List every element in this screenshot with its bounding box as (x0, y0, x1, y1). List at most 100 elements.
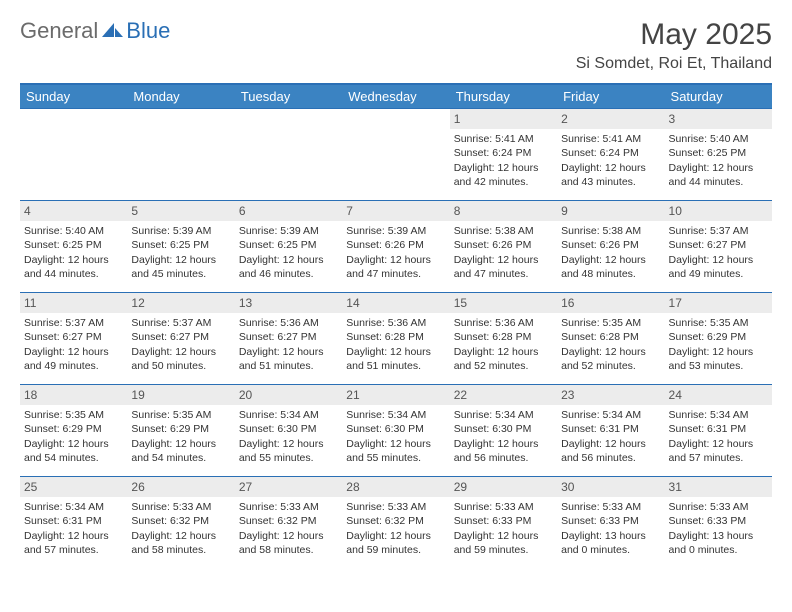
sunset-line: Sunset: 6:32 PM (346, 514, 445, 528)
daylight-line: Daylight: 12 hours and 58 minutes. (239, 529, 338, 557)
daylight-line: Daylight: 12 hours and 48 minutes. (561, 253, 660, 281)
daylight-line: Daylight: 12 hours and 56 minutes. (454, 437, 553, 465)
sunset-line: Sunset: 6:25 PM (131, 238, 230, 252)
daylight-line: Daylight: 12 hours and 58 minutes. (131, 529, 230, 557)
calendar-cell: 15Sunrise: 5:36 AMSunset: 6:28 PMDayligh… (450, 293, 557, 385)
sunset-line: Sunset: 6:27 PM (239, 330, 338, 344)
weekday-header: Thursday (450, 84, 557, 109)
daylight-line: Daylight: 12 hours and 51 minutes. (239, 345, 338, 373)
calendar-cell: 29Sunrise: 5:33 AMSunset: 6:33 PMDayligh… (450, 477, 557, 569)
daylight-line: Daylight: 12 hours and 47 minutes. (346, 253, 445, 281)
day-number: 4 (20, 201, 127, 221)
calendar-cell (235, 109, 342, 201)
sunrise-line: Sunrise: 5:35 AM (561, 316, 660, 330)
day-number: 18 (20, 385, 127, 405)
day-number: 6 (235, 201, 342, 221)
sunrise-line: Sunrise: 5:37 AM (669, 224, 768, 238)
daylight-line: Daylight: 12 hours and 46 minutes. (239, 253, 338, 281)
daylight-line: Daylight: 12 hours and 57 minutes. (669, 437, 768, 465)
day-number: 12 (127, 293, 234, 313)
calendar-cell: 2Sunrise: 5:41 AMSunset: 6:24 PMDaylight… (557, 109, 664, 201)
daylight-line: Daylight: 12 hours and 44 minutes. (24, 253, 123, 281)
sunset-line: Sunset: 6:28 PM (454, 330, 553, 344)
daylight-line: Daylight: 12 hours and 54 minutes. (131, 437, 230, 465)
sunrise-line: Sunrise: 5:33 AM (239, 500, 338, 514)
calendar-cell: 8Sunrise: 5:38 AMSunset: 6:26 PMDaylight… (450, 201, 557, 293)
day-number: 31 (665, 477, 772, 497)
calendar-row: 25Sunrise: 5:34 AMSunset: 6:31 PMDayligh… (20, 477, 772, 569)
sunset-line: Sunset: 6:33 PM (561, 514, 660, 528)
calendar-cell: 20Sunrise: 5:34 AMSunset: 6:30 PMDayligh… (235, 385, 342, 477)
sunset-line: Sunset: 6:25 PM (24, 238, 123, 252)
day-number: 5 (127, 201, 234, 221)
sunrise-line: Sunrise: 5:36 AM (454, 316, 553, 330)
sunset-line: Sunset: 6:30 PM (239, 422, 338, 436)
calendar-cell (127, 109, 234, 201)
calendar-cell: 17Sunrise: 5:35 AMSunset: 6:29 PMDayligh… (665, 293, 772, 385)
day-number: 23 (557, 385, 664, 405)
day-number: 24 (665, 385, 772, 405)
sunrise-line: Sunrise: 5:39 AM (239, 224, 338, 238)
daylight-line: Daylight: 12 hours and 52 minutes. (561, 345, 660, 373)
daylight-line: Daylight: 12 hours and 44 minutes. (669, 161, 768, 189)
day-number: 17 (665, 293, 772, 313)
weekday-row: SundayMondayTuesdayWednesdayThursdayFrid… (20, 84, 772, 109)
daylight-line: Daylight: 12 hours and 42 minutes. (454, 161, 553, 189)
sunset-line: Sunset: 6:24 PM (561, 146, 660, 160)
sunset-line: Sunset: 6:30 PM (454, 422, 553, 436)
sunrise-line: Sunrise: 5:34 AM (561, 408, 660, 422)
sunset-line: Sunset: 6:32 PM (239, 514, 338, 528)
daylight-line: Daylight: 12 hours and 55 minutes. (346, 437, 445, 465)
sunrise-line: Sunrise: 5:40 AM (24, 224, 123, 238)
sunrise-line: Sunrise: 5:34 AM (239, 408, 338, 422)
weekday-header: Tuesday (235, 84, 342, 109)
month-title: May 2025 (576, 18, 772, 51)
sunset-line: Sunset: 6:29 PM (131, 422, 230, 436)
daylight-line: Daylight: 12 hours and 50 minutes. (131, 345, 230, 373)
sunset-line: Sunset: 6:24 PM (454, 146, 553, 160)
calendar-cell: 19Sunrise: 5:35 AMSunset: 6:29 PMDayligh… (127, 385, 234, 477)
daylight-line: Daylight: 12 hours and 47 minutes. (454, 253, 553, 281)
sunset-line: Sunset: 6:26 PM (454, 238, 553, 252)
sunset-line: Sunset: 6:27 PM (24, 330, 123, 344)
sunrise-line: Sunrise: 5:41 AM (561, 132, 660, 146)
title-block: May 2025 Si Somdet, Roi Et, Thailand (576, 18, 772, 73)
sunrise-line: Sunrise: 5:38 AM (454, 224, 553, 238)
daylight-line: Daylight: 12 hours and 56 minutes. (561, 437, 660, 465)
day-number: 9 (557, 201, 664, 221)
calendar-cell: 4 Sunrise: 5:40 AMSunset: 6:25 PMDaylight… (20, 201, 127, 293)
sunrise-line: Sunrise: 5:35 AM (669, 316, 768, 330)
daylight-line: Daylight: 12 hours and 43 minutes. (561, 161, 660, 189)
daylight-line: Daylight: 12 hours and 52 minutes. (454, 345, 553, 373)
header: General Blue May 2025 Si Somdet, Roi Et,… (20, 18, 772, 73)
calendar-row: 18Sunrise: 5:35 AMSunset: 6:29 PMDayligh… (20, 385, 772, 477)
sunrise-line: Sunrise: 5:37 AM (24, 316, 123, 330)
calendar-cell: 18Sunrise: 5:35 AMSunset: 6:29 PMDayligh… (20, 385, 127, 477)
weekday-header: Wednesday (342, 84, 449, 109)
weekday-header: Saturday (665, 84, 772, 109)
weekday-header: Friday (557, 84, 664, 109)
calendar-table: SundayMondayTuesdayWednesdayThursdayFrid… (20, 83, 772, 569)
day-number: 26 (127, 477, 234, 497)
calendar-cell: 21Sunrise: 5:34 AMSunset: 6:30 PMDayligh… (342, 385, 449, 477)
calendar-row: 4Sunrise: 5:40 AMSunset: 6:25 PMDaylight… (20, 201, 772, 293)
sunset-line: Sunset: 6:33 PM (669, 514, 768, 528)
daylight-line: Daylight: 12 hours and 49 minutes. (669, 253, 768, 281)
calendar-cell: 16Sunrise: 5:35 AMSunset: 6:28 PMDayligh… (557, 293, 664, 385)
day-number: 11 (20, 293, 127, 313)
sunrise-line: Sunrise: 5:41 AM (454, 132, 553, 146)
sunrise-line: Sunrise: 5:34 AM (454, 408, 553, 422)
calendar-cell: 27Sunrise: 5:33 AMSunset: 6:32 PMDayligh… (235, 477, 342, 569)
sunrise-line: Sunrise: 5:39 AM (131, 224, 230, 238)
day-number: 21 (342, 385, 449, 405)
sunset-line: Sunset: 6:27 PM (131, 330, 230, 344)
logo-text-general: General (20, 18, 98, 44)
calendar-cell: 14Sunrise: 5:36 AMSunset: 6:28 PMDayligh… (342, 293, 449, 385)
daylight-line: Daylight: 12 hours and 51 minutes. (346, 345, 445, 373)
calendar-cell: 5Sunrise: 5:39 AMSunset: 6:25 PMDaylight… (127, 201, 234, 293)
daylight-line: Daylight: 13 hours and 0 minutes. (561, 529, 660, 557)
day-number: 10 (665, 201, 772, 221)
daylight-line: Daylight: 12 hours and 59 minutes. (454, 529, 553, 557)
calendar-cell (20, 109, 127, 201)
sunset-line: Sunset: 6:31 PM (24, 514, 123, 528)
